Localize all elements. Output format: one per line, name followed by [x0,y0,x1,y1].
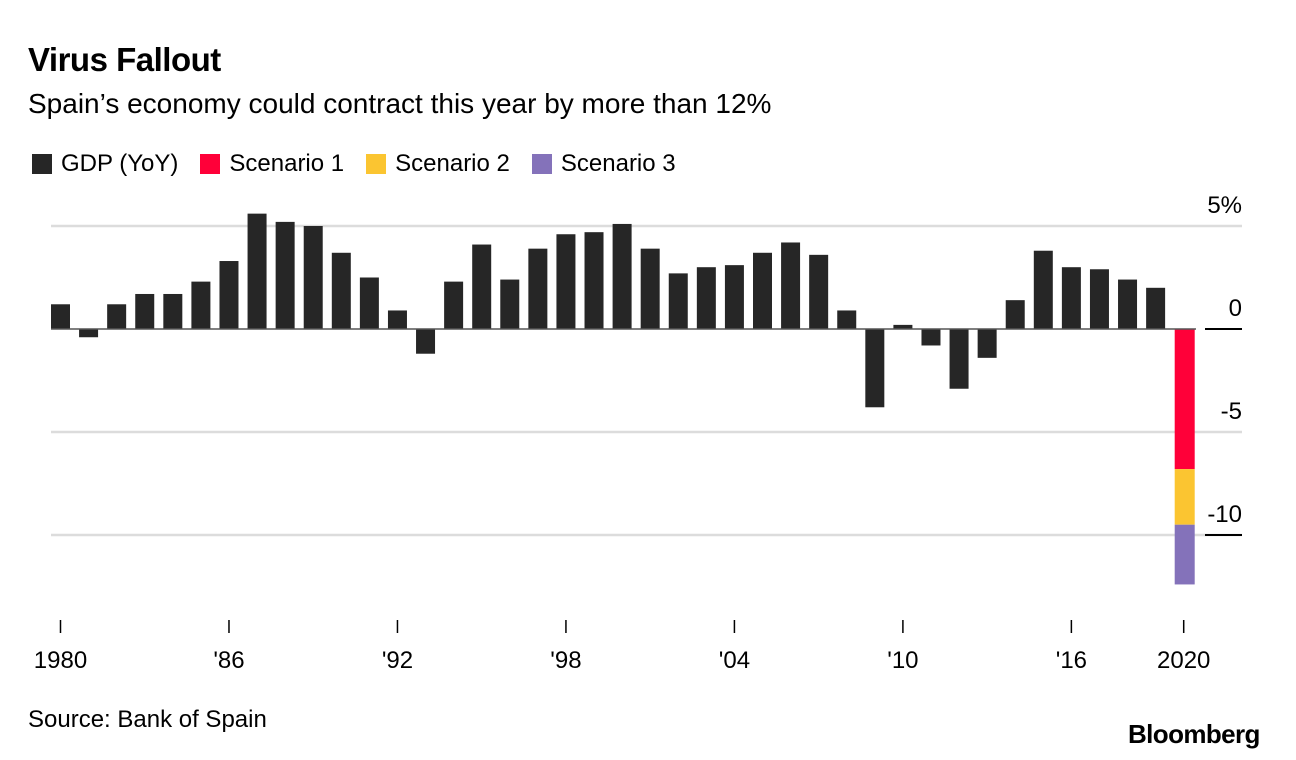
legend-swatch-gdp [32,154,52,174]
x-axis: 1980 '86 '92 '98 '04 '10 '16 2020 [34,620,1210,674]
bar-gdp-2003 [696,267,716,329]
legend-swatch-scenario-1 [200,154,221,174]
x-tick-label: '98 [550,647,581,674]
bar-scenario-3 [1174,524,1195,585]
bar-gdp-2004 [724,265,744,329]
legend-item-scenario-1: Scenario 1 [200,148,344,180]
bar-gdp-1999 [584,232,604,329]
bar-gdp-2017 [1089,269,1109,329]
y-tick-label: -10 [1207,501,1242,528]
bar-gdp-1993 [416,329,436,354]
bar-gdp-2008 [837,310,857,329]
bar-scenario-1 [1174,329,1195,470]
y-tick-label: 0 [1229,295,1242,322]
legend-label-scenario-2: Scenario 2 [395,150,510,177]
y-tick-label: -5 [1221,398,1242,425]
x-tick-label: '10 [887,647,918,674]
x-tick-label: '04 [719,647,750,674]
bar-gdp-2013 [977,329,997,358]
bar-gdp-2010 [893,324,913,329]
bar-gdp-2019 [1146,287,1166,329]
y-tick-label: 5% [1207,192,1242,219]
bar-gdp-2007 [809,254,829,329]
bar-gdp-2011 [921,329,941,346]
legend: GDP (YoY) Scenario 1 Scenario 2 Scenario… [32,148,698,180]
bar-gdp-2002 [668,273,688,329]
x-tick-label: '16 [1056,647,1087,674]
y-axis: 5% 0 -5 -10 [1207,192,1242,528]
x-tick-label: '92 [382,647,413,674]
bars [51,213,1195,585]
chart-subtitle: Spain’s economy could contract this year… [28,88,772,119]
source-note: Source: Bank of Spain [28,706,267,733]
bar-gdp-2015 [1033,250,1053,329]
bar-gdp-2001 [640,248,660,329]
bar-gdp-1986 [219,261,239,329]
bar-gdp-1994 [444,281,464,329]
bar-gdp-1987 [247,213,267,329]
bar-gdp-1988 [275,221,295,329]
bar-gdp-1991 [359,277,379,329]
legend-swatch-scenario-3 [531,154,552,174]
bar-gdp-1998 [556,234,576,329]
bar-gdp-2000 [612,223,632,329]
bar-gdp-1995 [472,244,492,329]
legend-swatch-scenario-2 [366,154,387,174]
chart-title: Virus Fallout [28,41,221,78]
legend-label-scenario-3: Scenario 3 [560,150,676,177]
bar-gdp-2012 [949,329,969,389]
bar-gdp-2014 [1005,300,1025,329]
bar-gdp-2006 [781,242,801,329]
bar-gdp-1989 [303,226,323,329]
bar-gdp-1982 [107,304,127,329]
bar-gdp-2005 [753,252,772,329]
bar-gdp-1997 [528,248,548,329]
bar-gdp-1992 [387,310,407,329]
bar-gdp-2009 [865,329,885,408]
bar-gdp-1996 [500,279,520,329]
bar-gdp-2016 [1061,267,1081,329]
legend-item-gdp: GDP (YoY) [32,148,178,180]
bar-scenario-2 [1174,469,1195,525]
bar-gdp-1990 [331,252,351,329]
legend-label-gdp: GDP (YoY) [61,150,179,177]
bloomberg-logo: Bloomberg [1128,719,1260,749]
x-tick-label: 2020 [1157,647,1210,674]
bar-gdp-1980 [51,304,70,329]
bar-gdp-2018 [1118,279,1138,329]
legend-item-scenario-2: Scenario 2 [366,148,510,180]
bar-gdp-1985 [191,281,211,329]
bar-gdp-1983 [135,293,155,329]
bar-gdp-1984 [163,293,183,329]
legend-label-scenario-1: Scenario 1 [229,150,345,177]
legend-item-scenario-3: Scenario 3 [531,148,676,180]
zero-line-layer [51,328,1242,536]
x-tick-label: '86 [213,647,244,674]
x-tick-label: 1980 [34,647,87,674]
bar-gdp-1981 [79,329,99,338]
